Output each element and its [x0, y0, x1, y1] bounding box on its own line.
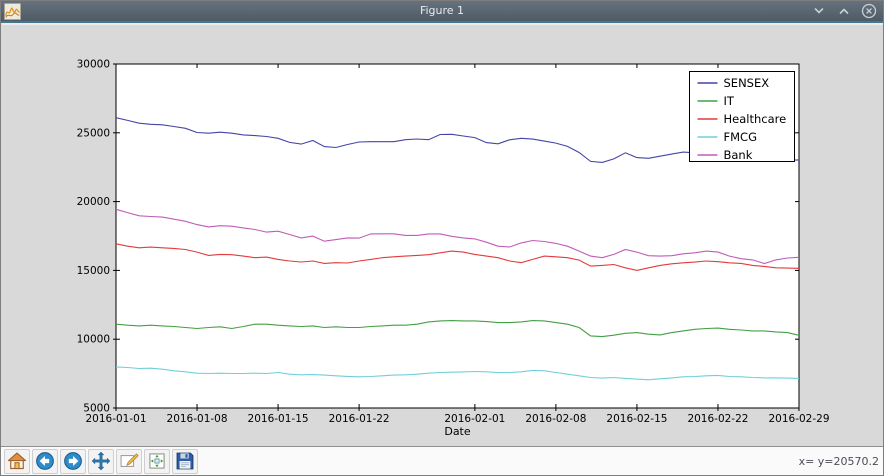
y-tick-label: 5000: [83, 403, 110, 415]
x-tick-label: 2016-02-22: [687, 413, 748, 425]
maximize-button[interactable]: [836, 3, 852, 19]
home-icon: [7, 452, 27, 470]
chevron-up-icon: [839, 8, 849, 14]
series-line-fmcg: [115, 366, 800, 381]
series-line-sensex: [115, 117, 800, 163]
legend-label-bank: Bank: [724, 148, 753, 162]
navigation-toolbar: x= y=20570.2: [1, 446, 883, 475]
x-tick-label: 2016-02-15: [606, 413, 667, 425]
zoom-rect-icon: [120, 453, 139, 467]
subplots-icon: [149, 453, 165, 469]
y-tick-label: 15000: [77, 265, 110, 277]
back-icon: [36, 452, 54, 470]
pan-button[interactable]: [88, 448, 114, 474]
legend-label-sensex: SENSEX: [724, 76, 770, 90]
x-tick-label: 2016-01-01: [85, 413, 146, 425]
close-icon: [861, 3, 877, 19]
x-axis-label: Date: [444, 425, 471, 438]
y-tick-label: 30000: [77, 59, 110, 71]
close-button[interactable]: [861, 3, 877, 19]
legend-label-it: IT: [724, 94, 735, 108]
y-tick-label: 25000: [77, 127, 110, 139]
save-button[interactable]: [172, 448, 198, 474]
plot-area[interactable]: 5000 10000 15000 20000 25000 30000 2016-01-01 2…: [1, 25, 884, 448]
series-line-bank: [115, 208, 800, 265]
axes-frame[interactable]: [115, 63, 800, 409]
series-line-healthcare: [115, 243, 800, 271]
subplots-button[interactable]: [144, 448, 170, 474]
back-button[interactable]: [32, 448, 58, 474]
y-tick-label: 10000: [77, 334, 110, 346]
x-tick-label: 2016-02-01: [444, 413, 505, 425]
x-tick-label: 2016-01-15: [248, 413, 309, 425]
window-inner-strip: [2, 23, 883, 26]
minimize-button[interactable]: [811, 3, 827, 19]
titlebar: Figure 1: [1, 1, 883, 23]
x-tick-label: 2016-02-29: [768, 413, 829, 425]
legend-label-fmcg: FMCG: [724, 130, 757, 144]
legend-box: [689, 71, 795, 162]
chevron-down-icon: [814, 8, 824, 14]
figure-canvas: 5000 10000 15000 20000 25000 30000 2016-01-01 2…: [1, 25, 884, 448]
pan-icon: [91, 451, 111, 471]
home-button[interactable]: [4, 448, 30, 474]
legend-label-healthcare: Healthcare: [724, 112, 787, 126]
matplotlib-icon: [4, 3, 21, 20]
forward-icon: [64, 452, 82, 470]
x-tick-label: 2016-01-08: [167, 413, 228, 425]
x-tick-label: 2016-01-22: [329, 413, 390, 425]
y-tick-label: 20000: [77, 196, 110, 208]
forward-button[interactable]: [60, 448, 86, 474]
x-tick-label: 2016-02-08: [525, 413, 586, 425]
window-title: Figure 1: [419, 4, 465, 17]
cursor-status-text: x= y=20570.2: [798, 454, 879, 468]
save-icon: [176, 452, 194, 470]
zoom-rect-button[interactable]: [116, 448, 142, 474]
series-line-it: [115, 320, 800, 338]
